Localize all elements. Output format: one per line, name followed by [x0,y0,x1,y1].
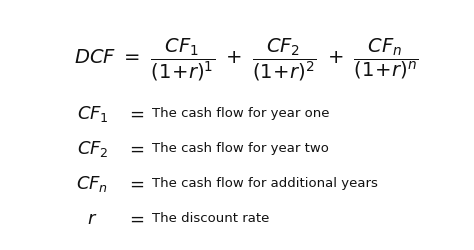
Text: The cash flow for additional years: The cash flow for additional years [152,177,378,190]
Text: $\mathit{CF}_n$: $\mathit{CF}_n$ [76,174,109,194]
Text: $=$: $=$ [126,105,145,123]
Text: $\mathit{CF}_1$: $\mathit{CF}_1$ [76,104,109,124]
Text: The discount rate: The discount rate [152,212,269,225]
Text: $\mathit{r}$: $\mathit{r}$ [87,210,98,228]
Text: The cash flow for year two: The cash flow for year two [152,142,328,155]
Text: $=$: $=$ [126,175,145,193]
Text: The cash flow for year one: The cash flow for year one [152,107,329,120]
Text: $=$: $=$ [126,140,145,158]
Text: $\mathit{DCF}\ =\ \dfrac{\mathit{CF}_1}{(1\!+\!r)^1}\ +\ \dfrac{\mathit{CF}_2}{(: $\mathit{DCF}\ =\ \dfrac{\mathit{CF}_1}{… [74,36,419,84]
Text: $\mathit{CF}_2$: $\mathit{CF}_2$ [77,139,108,159]
Text: $=$: $=$ [126,210,145,228]
